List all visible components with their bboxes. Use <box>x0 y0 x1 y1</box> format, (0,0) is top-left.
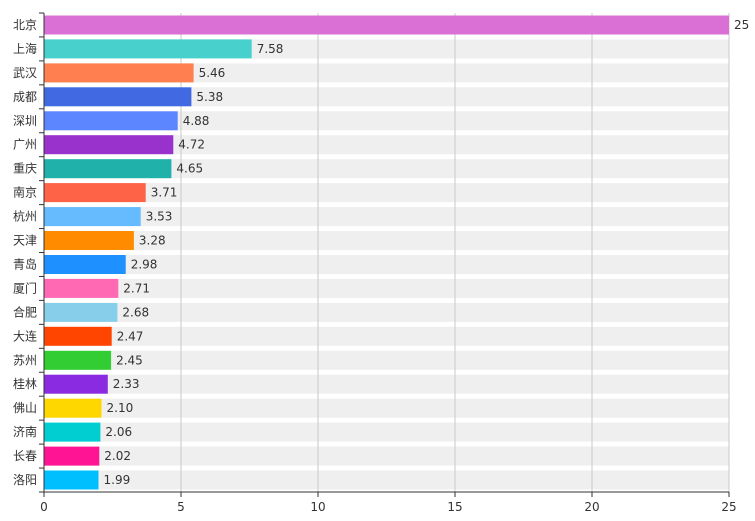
value-label: 2.47 <box>117 329 144 343</box>
value-label: 2.06 <box>105 425 132 439</box>
value-label: 2.71 <box>123 281 150 295</box>
category-label: 厦门 <box>13 280 37 295</box>
bar[interactable] <box>44 278 119 298</box>
value-label: 3.28 <box>139 234 166 248</box>
row-background <box>44 63 729 83</box>
category-label: 洛阳 <box>13 472 37 487</box>
category-label: 北京 <box>13 18 37 32</box>
row-backgrounds <box>44 15 729 490</box>
row-background <box>44 422 729 442</box>
bar[interactable] <box>44 15 729 35</box>
x-tick-label: 20 <box>584 500 599 514</box>
value-label: 1.99 <box>104 473 131 487</box>
row-background <box>44 374 729 394</box>
category-label: 长春 <box>13 449 37 463</box>
category-label: 大连 <box>13 328 37 343</box>
x-tick-label: 5 <box>177 500 185 514</box>
category-label: 桂林 <box>13 376 37 391</box>
value-label: 2.10 <box>107 401 134 415</box>
value-label: 7.58 <box>257 42 284 56</box>
bar[interactable] <box>44 231 134 250</box>
bar[interactable] <box>44 374 108 394</box>
x-axis: 0 5 10 15 20 25 <box>40 491 737 514</box>
bar[interactable] <box>44 350 112 370</box>
row-background <box>44 159 729 179</box>
bar[interactable] <box>44 446 100 466</box>
bar[interactable] <box>44 87 192 107</box>
bar[interactable] <box>44 183 146 203</box>
value-label: 4.88 <box>183 114 210 128</box>
row-background <box>44 302 729 322</box>
bar[interactable] <box>44 111 178 131</box>
bar[interactable] <box>44 159 172 179</box>
value-label: 4.65 <box>176 162 203 176</box>
row-background <box>44 111 729 131</box>
row-background <box>44 278 729 298</box>
bar[interactable] <box>44 398 102 418</box>
bar[interactable] <box>44 39 252 59</box>
bar[interactable] <box>44 255 126 274</box>
bar[interactable] <box>44 422 101 442</box>
row-background <box>44 326 729 346</box>
category-label: 成都 <box>13 90 37 104</box>
category-label: 南京 <box>13 185 37 200</box>
row-background <box>44 446 729 466</box>
value-label: 5.38 <box>196 90 223 104</box>
bar[interactable] <box>44 302 118 322</box>
category-label: 青岛 <box>13 257 37 272</box>
value-label: 5.46 <box>199 66 226 80</box>
bar[interactable] <box>44 326 112 346</box>
row-background <box>44 135 729 155</box>
row-background <box>44 350 729 370</box>
category-label: 重庆 <box>13 162 37 176</box>
row-background <box>44 231 729 250</box>
value-label: 2.02 <box>104 449 131 463</box>
bars <box>44 15 729 490</box>
row-background <box>44 255 729 274</box>
bar[interactable] <box>44 470 99 490</box>
row-background <box>44 207 729 227</box>
bar[interactable] <box>44 135 174 155</box>
category-label: 杭州 <box>13 209 37 224</box>
category-label: 武汉 <box>13 66 37 80</box>
value-label: 3.71 <box>151 186 178 200</box>
x-tick-label: 0 <box>40 500 48 514</box>
value-label: 2.33 <box>113 377 140 391</box>
x-tick-label: 10 <box>310 500 325 514</box>
row-background <box>44 398 729 418</box>
value-label: 2.45 <box>116 353 143 367</box>
bar[interactable] <box>44 207 141 227</box>
value-label: 25 <box>734 18 749 32</box>
bar[interactable] <box>44 63 194 83</box>
category-label: 上海 <box>13 41 37 56</box>
value-label: 4.72 <box>178 138 205 152</box>
x-tick-label: 25 <box>721 500 736 514</box>
value-label: 3.53 <box>146 210 173 224</box>
gridlines <box>180 13 730 492</box>
value-labels: 25 7.58 5.46 5.38 4.88 4.72 4.65 3.71 3.53 3.28 2.… <box>104 18 750 487</box>
category-label: 深圳 <box>13 114 37 128</box>
row-background <box>44 183 729 203</box>
category-label: 天津 <box>13 234 37 248</box>
value-label: 2.68 <box>122 305 149 319</box>
row-background <box>44 87 729 107</box>
category-label: 苏州 <box>13 353 37 367</box>
value-label: 2.98 <box>131 258 158 272</box>
category-label: 济南 <box>13 424 37 439</box>
category-label: 广州 <box>13 138 37 152</box>
category-label: 佛山 <box>13 401 37 415</box>
row-background <box>44 470 729 490</box>
x-tick-label: 15 <box>447 500 462 514</box>
category-label: 合肥 <box>13 304 37 319</box>
